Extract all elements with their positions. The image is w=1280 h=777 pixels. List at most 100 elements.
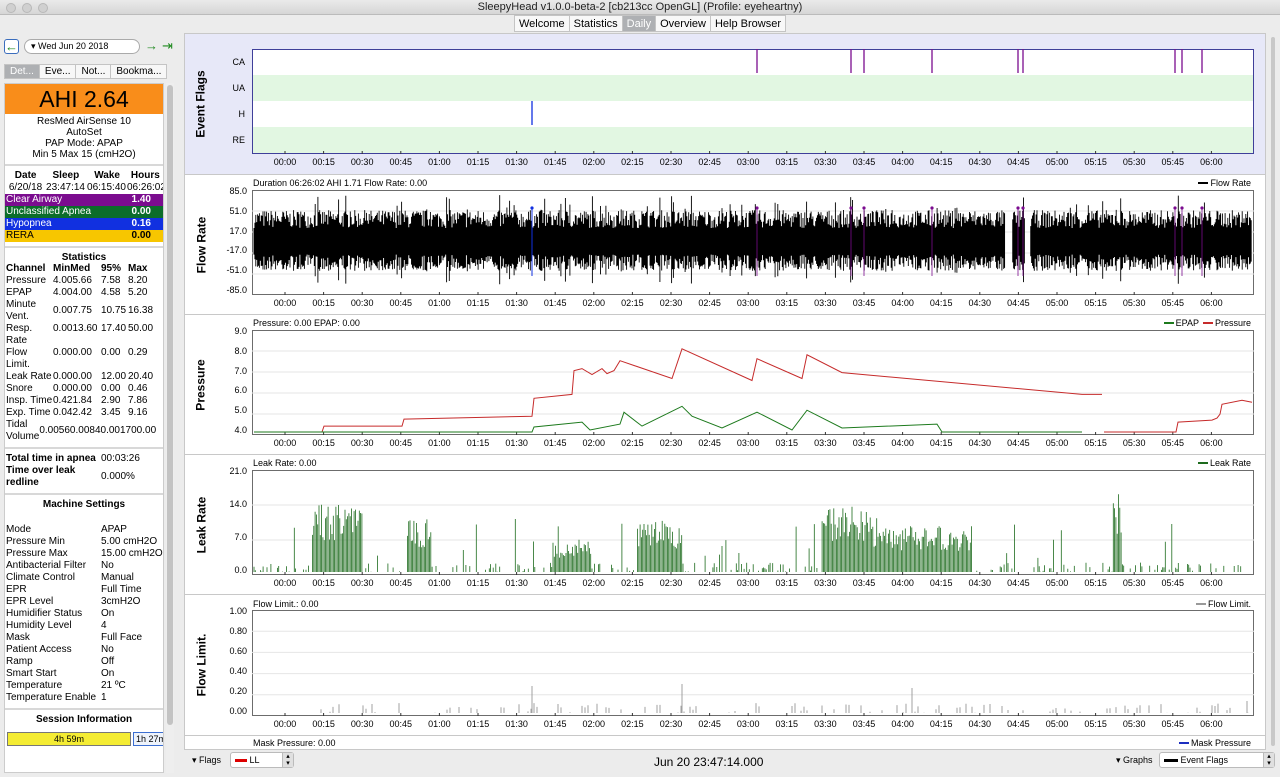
event-index-row[interactable]: Unclassified Apnea 0.00	[5, 206, 163, 218]
x-tick-label: 01:15	[466, 157, 490, 167]
flow-rate-info: Duration 06:26:02 AHI 1.71 Flow Rate: 0.…	[253, 178, 428, 188]
sidebar-scrollbar[interactable]	[166, 83, 174, 773]
statistics-row: Flow Limit. 0.000.00 0.00 0.29	[6, 347, 148, 370]
pressure-trace	[254, 348, 1102, 433]
total-apnea-row: Total time in apnea 00:03:26	[6, 453, 140, 464]
x-tick-label: 02:45	[698, 578, 721, 588]
flags-dropdown[interactable]: LL ▴ ▾	[230, 752, 294, 768]
statistics-row: Minute Vent. 0.007.75 10.75 16.38	[6, 299, 154, 322]
x-tick-label: 01:00	[428, 719, 451, 729]
x-tick-label: 03:00	[736, 298, 760, 308]
event-index-row[interactable]: Hypopnea 0.16	[5, 218, 163, 230]
x-tick-label: 05:00	[1045, 578, 1069, 588]
ca-marker	[1016, 206, 1020, 210]
y-tick-label: 1.00	[229, 606, 247, 616]
tab-statistics[interactable]: Statistics	[569, 15, 623, 32]
x-tick-label: 02:30	[659, 298, 683, 308]
x-tick-label: 02:00	[582, 719, 606, 729]
flow-rate-plot[interactable]	[252, 190, 1254, 295]
x-tick-label: 01:00	[428, 157, 451, 167]
window-titlebar: SleepyHead v1.0.0-beta-2 [cb213cc OpenGL…	[0, 0, 1280, 15]
tab-help-browser[interactable]: Help Browser	[710, 15, 786, 32]
x-tick-label: 04:45	[1007, 578, 1030, 588]
graph-scrollbar[interactable]	[1268, 33, 1278, 750]
machine-setting-row: Mask Full Face	[6, 632, 143, 643]
event-flags-graph: Event Flags 00:00 00:15 00:30 00:45 01:00 01:…	[185, 34, 1265, 175]
x-tick-label: 04:15	[929, 578, 953, 588]
x-tick-label: 01:00	[428, 298, 451, 308]
pressure-graph: Pressure Pressure: 0.00 EPAP: 0.00 EPAP …	[185, 315, 1265, 455]
window-title: SleepyHead v1.0.0-beta-2 [cb213cc OpenGL…	[477, 1, 803, 13]
flow-limit-trace	[320, 684, 1249, 713]
x-tick-label: 02:00	[582, 438, 606, 448]
plot-frame	[252, 330, 1254, 435]
minimize-window-button[interactable]	[22, 3, 32, 13]
flow-rate-title: Flow Rate	[194, 216, 209, 273]
statistics-row: EPAP 4.004.00 4.58 5.20	[6, 287, 148, 298]
y-tick-label: 8.0	[234, 345, 247, 356]
bottom-toolbar: ▾ Flags LL ▴ ▾ Jun 20 23:47:14.000 ▾ Grap…	[184, 750, 1280, 777]
x-tick-label: 00:15	[312, 298, 335, 308]
flow-rate-trace	[253, 195, 1252, 285]
ca-marker	[755, 206, 759, 210]
tab-welcome[interactable]: Welcome	[514, 15, 570, 32]
event-index-row[interactable]: Clear Airway 1.40	[5, 194, 163, 206]
x-tick-label: 03:30	[814, 157, 837, 167]
x-tick-label: 02:30	[659, 157, 683, 167]
x-tick-label: 04:30	[968, 438, 992, 448]
x-tick-label: 05:45	[1161, 298, 1185, 308]
machine-setting-row: Humidifier Status On	[6, 608, 115, 619]
tab-overview[interactable]: Overview	[656, 15, 711, 32]
dropdown-triangle-icon: ▾	[31, 41, 39, 51]
close-window-button[interactable]	[6, 3, 16, 13]
plot-frame	[252, 610, 1254, 716]
x-tick-label: 05:15	[1084, 719, 1107, 729]
x-tick-label: 02:15	[621, 157, 644, 167]
machine-setting-row: Pressure Max 15.00 cmH2O	[6, 548, 163, 559]
x-tick-label: 01:00	[428, 578, 451, 588]
y-tick-label: 0.20	[229, 686, 247, 696]
tab-bookmarks[interactable]: Bookma...	[111, 64, 168, 79]
y-tick-label: -51.0	[226, 265, 247, 276]
x-tick-label: 00:15	[312, 719, 335, 729]
x-tick-label: 03:15	[775, 298, 799, 308]
x-tick-label: 04:15	[929, 719, 953, 729]
x-tick-label: 03:15	[775, 438, 799, 448]
session-bar-2[interactable]: 1h 27m	[133, 732, 163, 746]
statistics-title: Statistics	[61, 252, 107, 263]
tab-notes[interactable]: Not...	[76, 64, 112, 79]
y-tick-label: 21.0	[229, 466, 247, 476]
machine-setting-row: EPR Full Time	[6, 584, 142, 595]
leak-rate-info: Leak Rate: 0.00	[253, 458, 317, 468]
pressure-legend: EPAP Pressure	[1160, 318, 1251, 328]
x-tick-label: 01:30	[505, 719, 528, 729]
pressure-range: Min 5 Max 15 (cmH2O)	[32, 149, 136, 160]
tab-events[interactable]: Eve...	[39, 64, 77, 79]
sidebar-scroll-thumb[interactable]	[167, 85, 173, 725]
x-tick-label: 00:30	[350, 157, 374, 167]
x-tick-label: 04:15	[929, 298, 953, 308]
y-tick-label: 5.0	[234, 405, 247, 416]
leak-rate-plot[interactable]	[252, 470, 1254, 575]
x-tick-label: 05:15	[1084, 578, 1107, 588]
row-band	[253, 127, 1253, 153]
tab-details[interactable]: Det...	[4, 64, 40, 79]
event-index-row[interactable]: RERA 0.00	[5, 230, 163, 242]
pressure-plot[interactable]	[252, 330, 1254, 435]
x-tick-label: 04:30	[968, 298, 992, 308]
session-bar-1[interactable]: 4h 59m	[7, 732, 131, 746]
zoom-window-button[interactable]	[38, 3, 48, 13]
date-picker[interactable]: ▾ Wed Jun 20 2018	[24, 39, 140, 54]
x-tick-label: 05:45	[1161, 719, 1185, 729]
epap-legend-swatch	[1163, 322, 1174, 324]
dropdown-stepper-icon: ▴ ▾	[1263, 753, 1274, 767]
graphs-dropdown[interactable]: Event Flags ▴ ▾	[1159, 752, 1275, 768]
tab-daily[interactable]: Daily	[622, 15, 657, 32]
flow-limit-plot[interactable]	[252, 610, 1254, 716]
machine-name: ResMed AirSense 10	[37, 116, 131, 127]
last-day-button[interactable]: ⇥	[162, 38, 173, 53]
x-tick-label: 02:30	[659, 438, 683, 448]
previous-day-button[interactable]: ←	[4, 39, 19, 54]
next-day-button[interactable]: →	[145, 38, 158, 53]
event-flags-plot[interactable]	[252, 49, 1254, 154]
